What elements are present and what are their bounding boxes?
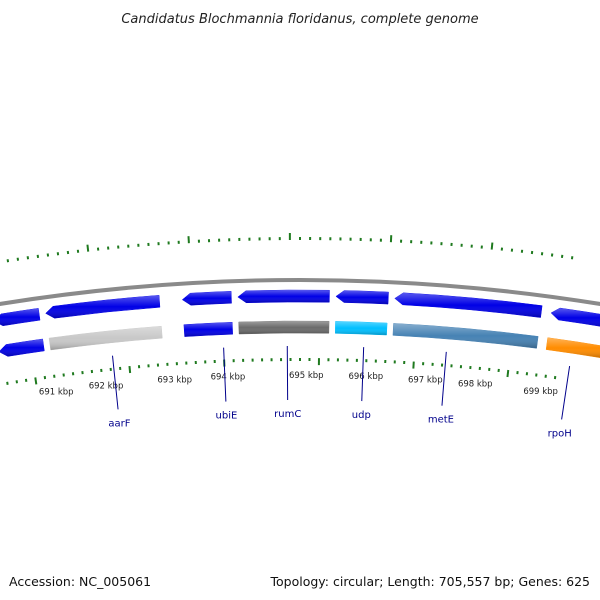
- feature-track: [0, 289, 600, 358]
- tick-label: 692 kbp: [89, 382, 124, 392]
- cds-forward-shade: [0, 338, 45, 357]
- tick-label: 697 kbp: [408, 375, 443, 385]
- tick-label: 693 kbp: [157, 375, 192, 385]
- backbone-arc: [0, 278, 600, 307]
- gene-label-metE: metE: [428, 415, 454, 426]
- gene-label-rumC: rumC: [274, 409, 301, 420]
- inner-tick-mark: [128, 365, 132, 374]
- gene-label-leader: [441, 351, 447, 406]
- gene-label-leader: [361, 347, 365, 402]
- tick-label: 691 kbp: [39, 388, 74, 398]
- map-title: Candidatus Blochmannia floridanus, compl…: [121, 12, 478, 27]
- tick-label: 695 kbp: [289, 371, 324, 381]
- inner-tick-mark: [34, 377, 38, 385]
- cds-forward-shade: [237, 289, 330, 303]
- gene-aarF-block-shade: [49, 326, 163, 350]
- tick-label: 698 kbp: [458, 380, 493, 390]
- inner-tick-ring: [6, 358, 557, 385]
- gene-label-aarF: aarF: [108, 418, 130, 429]
- gene-udp-block-shade: [335, 321, 388, 336]
- gene-label-leader: [561, 365, 571, 420]
- gene-label-udp: udp: [352, 410, 371, 421]
- gene-label-leader: [112, 355, 119, 410]
- outer-tick-ring: [6, 233, 574, 263]
- outer-tick-mark: [86, 244, 90, 252]
- gene-ubiE-block-shade: [183, 322, 233, 337]
- genome-summary-text: Topology: circular; Length: 705,557 bp; …: [270, 574, 591, 589]
- gene-label-rpoH: rpoH: [548, 428, 572, 439]
- tick-label-group: 691 kbp 692 kbp 693 kbp 694 kbp 695 kbp 696 k…: [39, 371, 558, 398]
- gene-metE-block-shade: [392, 323, 539, 349]
- cds-forward-shade: [335, 290, 389, 305]
- gene-label-ubiE: ubiE: [216, 411, 238, 422]
- outer-tick-mark: [490, 242, 494, 250]
- tick-label: 694 kbp: [211, 372, 246, 382]
- accession-text: Accession: NC_005061: [9, 574, 151, 589]
- genome-backbone: [0, 278, 600, 307]
- cds-forward-shade: [182, 291, 232, 306]
- gene-label-group: aarF ubiE rumC udp metE rpoH: [108, 346, 572, 439]
- cds-forward-shade: [551, 308, 600, 327]
- cds-forward-shade: [0, 308, 41, 326]
- gene-label-leader: [223, 347, 227, 402]
- tick-label: 696 kbp: [348, 372, 383, 382]
- cds-forward-shade: [394, 292, 543, 318]
- gene-rpoH-block-shade: [546, 337, 600, 358]
- cds-forward-shade: [45, 295, 160, 319]
- inner-tick-mark: [506, 369, 510, 378]
- tick-label: 699 kbp: [523, 387, 558, 397]
- gene-rumC-block-shade: [238, 321, 330, 335]
